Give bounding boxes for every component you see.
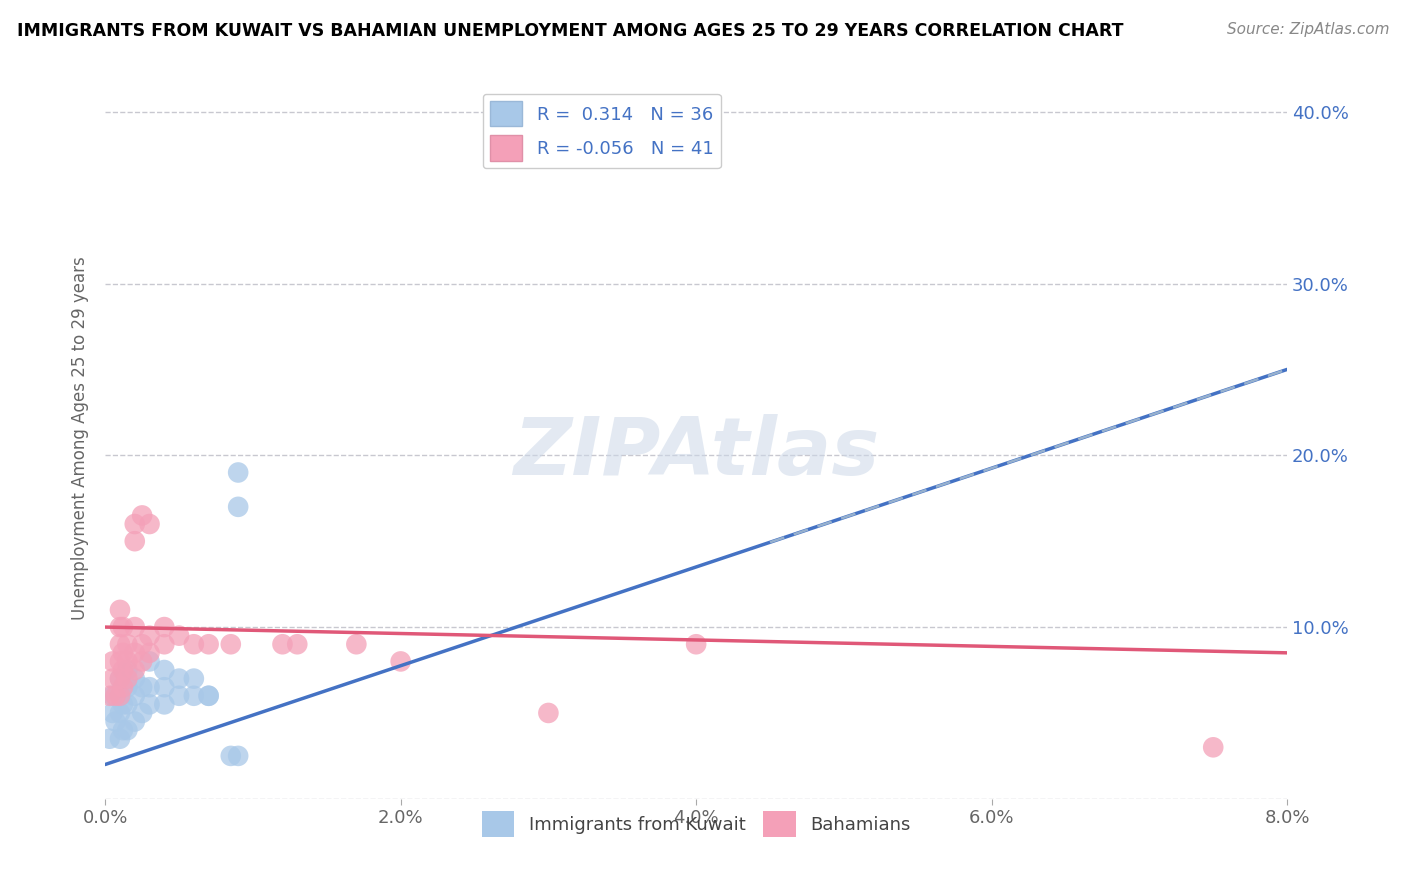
Point — [111, 646, 134, 660]
Point — [138, 655, 160, 669]
Point — [117, 680, 139, 694]
Point — [124, 689, 146, 703]
Point — [98, 731, 121, 746]
Point — [131, 680, 153, 694]
Point — [153, 663, 176, 677]
Point — [108, 620, 131, 634]
Point — [108, 655, 131, 669]
Point — [153, 637, 176, 651]
Point — [108, 672, 131, 686]
Point — [285, 637, 308, 651]
Point — [197, 637, 219, 651]
Point — [138, 680, 160, 694]
Point — [167, 689, 190, 703]
Point — [197, 689, 219, 703]
Point — [138, 646, 160, 660]
Point — [124, 646, 146, 660]
Point — [108, 603, 131, 617]
Point — [111, 680, 134, 694]
Point — [117, 663, 139, 677]
Point — [111, 620, 134, 634]
Point — [101, 672, 124, 686]
Point — [104, 689, 127, 703]
Point — [138, 698, 160, 712]
Point — [153, 680, 176, 694]
Point — [108, 706, 131, 720]
Point — [124, 663, 146, 677]
Point — [344, 637, 367, 651]
Point — [124, 620, 146, 634]
Point — [226, 500, 249, 514]
Text: Source: ZipAtlas.com: Source: ZipAtlas.com — [1226, 22, 1389, 37]
Point — [104, 714, 127, 729]
Y-axis label: Unemployment Among Ages 25 to 29 years: Unemployment Among Ages 25 to 29 years — [72, 256, 89, 620]
Point — [271, 637, 294, 651]
Point — [153, 698, 176, 712]
Point — [1202, 740, 1225, 755]
Point — [117, 655, 139, 669]
Point — [153, 620, 176, 634]
Point — [117, 723, 139, 738]
Point — [138, 629, 160, 643]
Point — [117, 698, 139, 712]
Point — [111, 663, 134, 677]
Point — [197, 689, 219, 703]
Point — [101, 706, 124, 720]
Point — [117, 672, 139, 686]
Point — [183, 689, 205, 703]
Point — [111, 698, 134, 712]
Point — [183, 672, 205, 686]
Point — [226, 466, 249, 480]
Point — [131, 637, 153, 651]
Point — [167, 629, 190, 643]
Point — [219, 748, 242, 763]
Point — [183, 637, 205, 651]
Point — [131, 655, 153, 669]
Point — [389, 655, 412, 669]
Point — [537, 706, 560, 720]
Legend: Immigrants from Kuwait, Bahamians: Immigrants from Kuwait, Bahamians — [474, 804, 918, 844]
Text: ZIPAtlas: ZIPAtlas — [513, 414, 879, 491]
Point — [108, 672, 131, 686]
Text: IMMIGRANTS FROM KUWAIT VS BAHAMIAN UNEMPLOYMENT AMONG AGES 25 TO 29 YEARS CORREL: IMMIGRANTS FROM KUWAIT VS BAHAMIAN UNEMP… — [17, 22, 1123, 40]
Point — [226, 748, 249, 763]
Point — [219, 637, 242, 651]
Point — [138, 516, 160, 531]
Point — [131, 508, 153, 523]
Point — [108, 689, 131, 703]
Point — [108, 731, 131, 746]
Point — [131, 706, 153, 720]
Point — [124, 534, 146, 549]
Point — [124, 516, 146, 531]
Point — [124, 672, 146, 686]
Point — [111, 723, 134, 738]
Point — [124, 714, 146, 729]
Point — [111, 680, 134, 694]
Point — [685, 637, 707, 651]
Point — [117, 637, 139, 651]
Point — [167, 672, 190, 686]
Point — [101, 655, 124, 669]
Point — [108, 689, 131, 703]
Point — [108, 637, 131, 651]
Point — [98, 689, 121, 703]
Point — [101, 689, 124, 703]
